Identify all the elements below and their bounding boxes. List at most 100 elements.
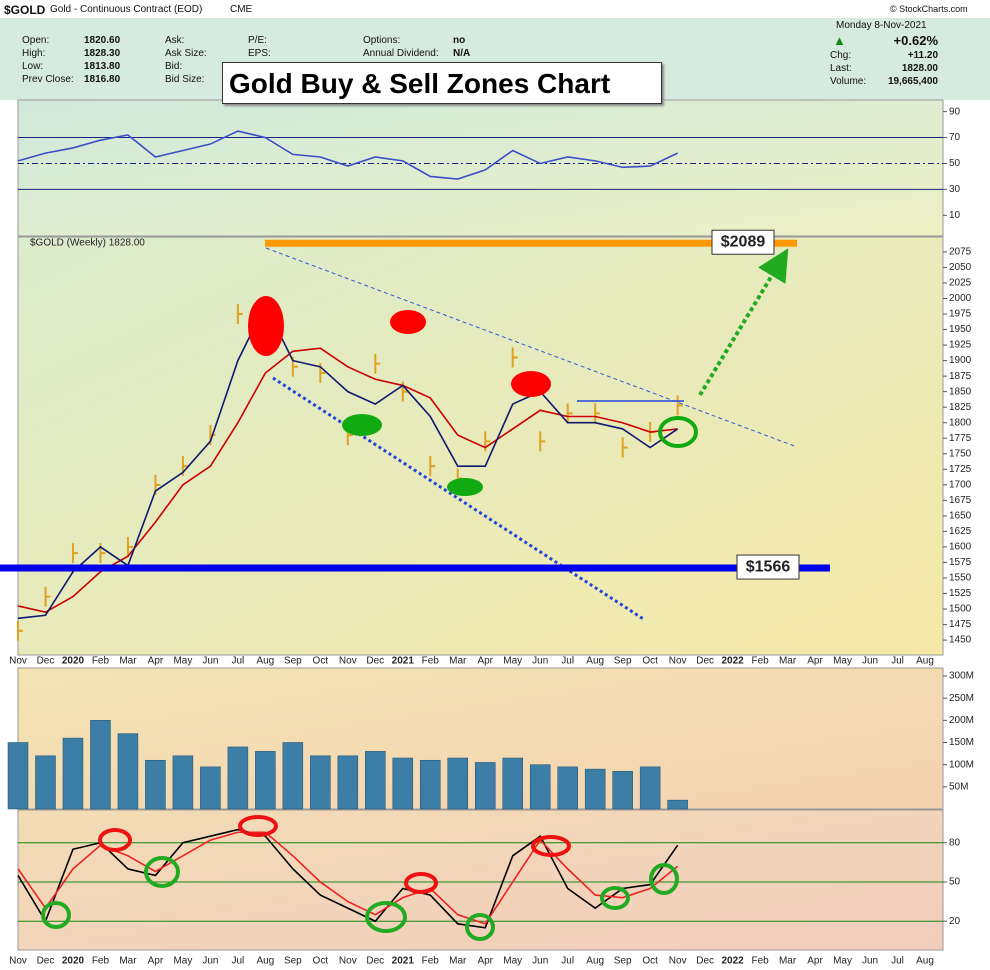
x-tick-label: Nov xyxy=(9,656,27,667)
x-tick-label: Sep xyxy=(614,956,632,967)
x-tick-label: Mar xyxy=(779,956,797,967)
overlay-title: Gold Buy & Sell Zones Chart xyxy=(222,62,662,104)
y-tick-label: 1825 xyxy=(949,402,972,413)
date: Monday 8-Nov-2021 xyxy=(836,20,927,31)
y-tick-label: 1875 xyxy=(949,371,972,382)
field-label: Prev Close: xyxy=(22,74,74,85)
volume-bar xyxy=(557,766,578,810)
field-label: Ask: xyxy=(165,35,185,46)
x-tick-label: Jul xyxy=(891,656,904,667)
price-bar xyxy=(374,353,381,374)
x-tick-label: Jul xyxy=(231,956,244,967)
series-line xyxy=(17,831,679,925)
x-tick-label: Feb xyxy=(751,956,769,967)
y-tick-label: 1450 xyxy=(949,635,972,646)
x-tick-label: Dec xyxy=(37,956,55,967)
y-tick-label: 1525 xyxy=(949,588,972,599)
y-tick-label: 70 xyxy=(949,132,961,143)
buy-ring xyxy=(649,863,679,895)
price-bar xyxy=(126,536,133,557)
annotation-box xyxy=(736,554,800,580)
x-tick-label: Sep xyxy=(284,956,302,967)
x-tick-label: Aug xyxy=(916,956,934,967)
x-tick-label: Oct xyxy=(313,956,329,967)
field-value: no xyxy=(453,35,466,46)
y-tick-label: 2075 xyxy=(949,247,972,258)
y-tick-label: 50 xyxy=(949,877,961,888)
trendline xyxy=(272,376,646,622)
symbol: $GOLD xyxy=(4,3,46,17)
y-tick-label: 1575 xyxy=(949,557,972,568)
y-tick-label: 2000 xyxy=(949,293,972,304)
annotation-label: $1566 xyxy=(746,558,791,575)
x-tick-label: Dec xyxy=(696,956,714,967)
x-tick-label: 2020 xyxy=(62,956,85,967)
x-tick-label: Nov xyxy=(669,656,687,667)
price-bar xyxy=(236,304,243,325)
price-bar xyxy=(17,620,23,641)
x-tick-label: Jul xyxy=(231,656,244,667)
y-tick-label: 1975 xyxy=(949,309,972,320)
y-tick-label: 200M xyxy=(949,715,974,726)
volume-bar xyxy=(117,733,139,810)
x-tick-label: Apr xyxy=(477,956,493,967)
field-value: 1820.60 xyxy=(84,35,121,46)
x-tick-label: May xyxy=(503,956,522,967)
y-tick-label: 1550 xyxy=(949,573,972,584)
x-tick-label: Apr xyxy=(148,956,164,967)
field-label: High: xyxy=(22,48,46,59)
trendline xyxy=(265,247,798,448)
x-tick-label: Apr xyxy=(148,656,164,667)
y-tick-label: 1675 xyxy=(949,495,972,506)
x-tick-label: Mar xyxy=(449,956,467,967)
panel-layer xyxy=(7,720,688,810)
buy-ring xyxy=(144,856,180,888)
volume-bar xyxy=(172,755,194,810)
volume-bar xyxy=(474,762,496,810)
x-tick-label: Mar xyxy=(449,656,467,667)
sell-zone xyxy=(390,310,426,334)
x-tick-label: Nov xyxy=(339,956,357,967)
x-tick-label: Jun xyxy=(862,956,878,967)
sell-zone xyxy=(511,371,551,397)
price-bar xyxy=(511,347,518,368)
buy-ring xyxy=(365,901,407,933)
y-tick-label: 1500 xyxy=(949,604,972,615)
field-value: 1828.00 xyxy=(901,63,938,74)
volume-bar xyxy=(365,751,386,810)
buy-zone xyxy=(447,478,483,496)
description: Gold - Continuous Contract (EOD) xyxy=(50,4,203,15)
x-tick-label: Aug xyxy=(586,656,604,667)
x-tick-label: 2021 xyxy=(392,656,415,667)
volume-bar xyxy=(420,759,441,810)
y-tick-label: 1950 xyxy=(949,324,972,335)
x-tick-label: Jun xyxy=(532,656,548,667)
buy-ring xyxy=(465,913,495,941)
volume-bar xyxy=(62,737,84,810)
annotation-box xyxy=(711,229,775,255)
volume-bar xyxy=(227,746,249,810)
y-tick-label: 1750 xyxy=(949,448,972,459)
x-tick-label: Jun xyxy=(202,656,218,667)
volume-bar xyxy=(639,766,661,810)
price-bar xyxy=(539,431,546,452)
field-value: N/A xyxy=(453,48,471,59)
x-tick-label: Aug xyxy=(256,956,274,967)
panel-layer xyxy=(17,828,943,929)
sell-zone xyxy=(248,296,284,356)
x-tick-label: Mar xyxy=(779,656,797,667)
field-label: P/E: xyxy=(248,35,267,46)
x-tick-label: Mar xyxy=(119,656,137,667)
x-tick-label: Feb xyxy=(751,656,769,667)
price-legend: $GOLD (Weekly) 1828.00 xyxy=(30,238,145,249)
y-tick-label: 150M xyxy=(949,737,974,748)
change-pct: +0.62% xyxy=(893,33,938,48)
volume-bar xyxy=(7,742,29,810)
y-tick-label: 90 xyxy=(949,106,961,117)
price-bar xyxy=(594,403,601,424)
y-tick-label: 1900 xyxy=(949,355,972,366)
sell-ring xyxy=(98,828,132,852)
x-tick-label: 2022 xyxy=(721,656,744,667)
y-tick-label: 2050 xyxy=(949,262,972,273)
